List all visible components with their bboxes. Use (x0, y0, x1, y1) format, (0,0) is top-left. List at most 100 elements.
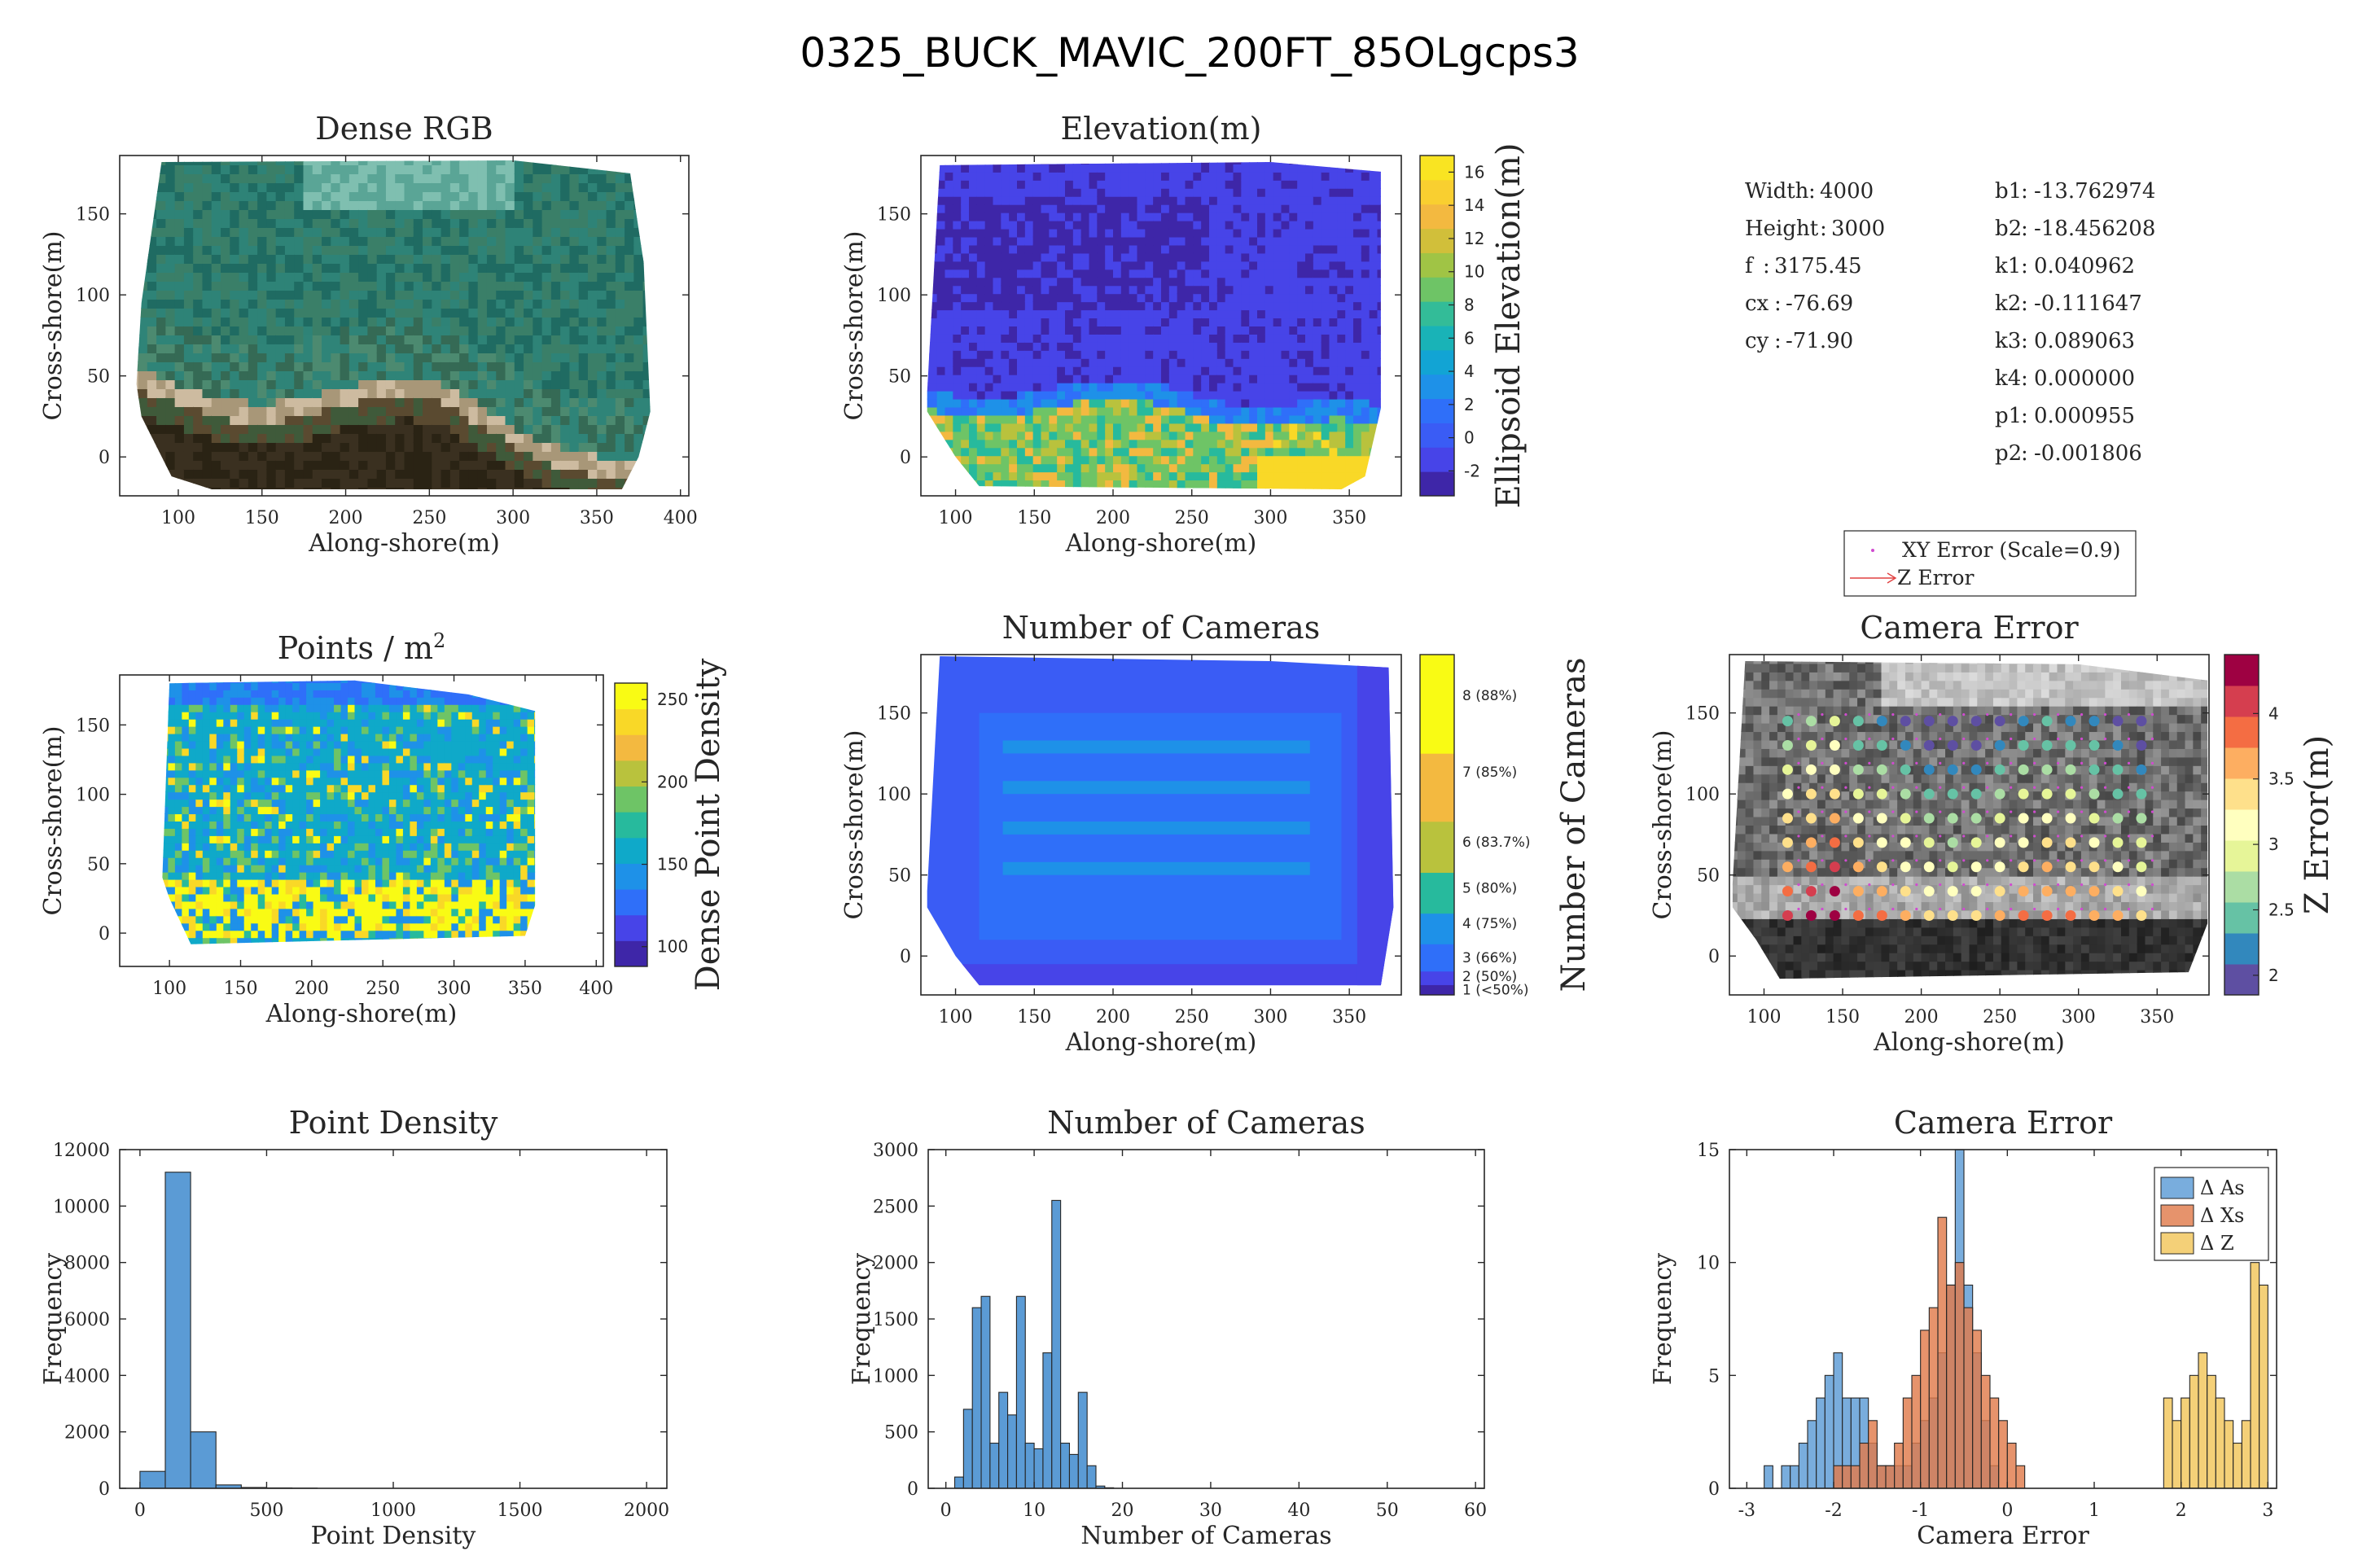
rgb-cell (606, 361, 616, 371)
elevation-cell (984, 171, 994, 181)
elevation-cell (1289, 398, 1299, 408)
rgb-cell (459, 361, 470, 371)
elevation-cell (945, 162, 954, 164)
rgb-cell (322, 299, 332, 309)
rgb-cell (120, 388, 129, 398)
rgb-cell (468, 353, 479, 362)
rgb-cell (340, 227, 350, 237)
rgb-cell (633, 227, 644, 237)
elevation-cell (1161, 285, 1170, 295)
rgb-cell (440, 236, 451, 246)
elevation-cell (1216, 162, 1226, 164)
rgb-cell (348, 415, 360, 425)
elevation-cell (1225, 244, 1234, 254)
rgb-cell (642, 272, 651, 282)
elevation-cell (969, 285, 978, 295)
rgb-cell (183, 173, 195, 183)
rgb-cell (578, 218, 589, 228)
rgb-cell (202, 209, 213, 219)
elevation-cell (1369, 455, 1378, 465)
rgb-cell (423, 326, 433, 335)
rgb-cell (477, 353, 488, 362)
rgb-cell (597, 326, 607, 335)
rgb-cell (468, 335, 479, 344)
y-axis-label: Cross-shore(m) (39, 230, 68, 420)
rgb-cell (266, 245, 277, 255)
elevation-cell (1153, 163, 1162, 173)
elevation-cell (1168, 252, 1178, 262)
elevation-cell (1216, 301, 1226, 311)
elevation-cell (961, 269, 970, 278)
elevation-cell (1161, 357, 1170, 367)
rgb-cell (340, 487, 350, 489)
rgb-cell (633, 370, 644, 380)
rgb-cell (156, 379, 167, 389)
rgb-cell (670, 281, 680, 291)
rgb-cell (524, 442, 534, 452)
elevation-cell (1233, 431, 1243, 440)
rgb-cell (136, 290, 139, 300)
rgb-cell (284, 164, 296, 174)
elevation-cell (1257, 195, 1266, 205)
rgb-cell (550, 200, 562, 210)
elevation-cell (927, 382, 930, 392)
rgb-cell (661, 406, 671, 416)
rgb-cell (615, 236, 626, 246)
rgb-cell (275, 227, 286, 237)
rgb-cell (587, 299, 598, 309)
elevation-cell (1225, 357, 1234, 367)
rgb-cell (239, 227, 249, 237)
rgb-cell (312, 263, 323, 273)
elevation-cell (1041, 269, 1050, 278)
elevation-cell (1361, 220, 1370, 230)
elevation-cell (1233, 349, 1243, 359)
rgb-cell (578, 160, 589, 165)
elevation-cell (1385, 164, 1394, 173)
rgb-cell (670, 290, 680, 300)
rgb-cell (670, 344, 680, 353)
rgb-cell (449, 299, 461, 309)
elevation-cell (1120, 447, 1130, 457)
rgb-cell (331, 469, 341, 479)
elevation-cell (1297, 471, 1306, 481)
x-tick-label: 150 (245, 508, 279, 528)
elevation-cell (1057, 455, 1066, 465)
elevation-cell (1161, 212, 1170, 221)
elevation-cell (1281, 349, 1291, 359)
rgb-cell (459, 478, 470, 488)
elevation-cell (1216, 326, 1226, 335)
elevation-cell (1305, 187, 1314, 197)
rgb-cell (496, 478, 506, 488)
elevation-cell (1313, 455, 1322, 465)
elevation-cell (1017, 204, 1026, 213)
elevation-cell (1065, 179, 1074, 189)
elevation-cell (1041, 398, 1050, 408)
elevation-cell (961, 463, 970, 473)
elevation-cell (1129, 455, 1138, 465)
rgb-cell (221, 379, 231, 389)
rgb-cell (524, 290, 534, 300)
elevation-cell (1129, 162, 1138, 164)
rgb-cell (432, 209, 442, 219)
rgb-cell (147, 182, 158, 192)
elevation-cell (927, 357, 930, 367)
rgb-cell (440, 460, 451, 470)
rgb-cell (165, 397, 176, 407)
rgb-cell (432, 460, 442, 470)
elevation-cell (1097, 357, 1107, 367)
elevation-cell (1024, 277, 1034, 287)
rgb-cell (385, 379, 397, 389)
rgb-cell (459, 317, 470, 326)
elevation-cell (1361, 471, 1370, 481)
rgb-cell (211, 308, 222, 318)
rgb-cell (652, 236, 662, 246)
rgb-cell (266, 272, 277, 282)
elevation-cell (1057, 244, 1066, 254)
rgb-cell (284, 406, 296, 416)
elevation-cell (1201, 244, 1210, 254)
elevation-cell (969, 349, 978, 359)
elevation-cell (1193, 366, 1203, 375)
rgb-cell (303, 397, 313, 407)
rgb-cell (432, 308, 442, 318)
elevation-cell (1257, 357, 1266, 367)
